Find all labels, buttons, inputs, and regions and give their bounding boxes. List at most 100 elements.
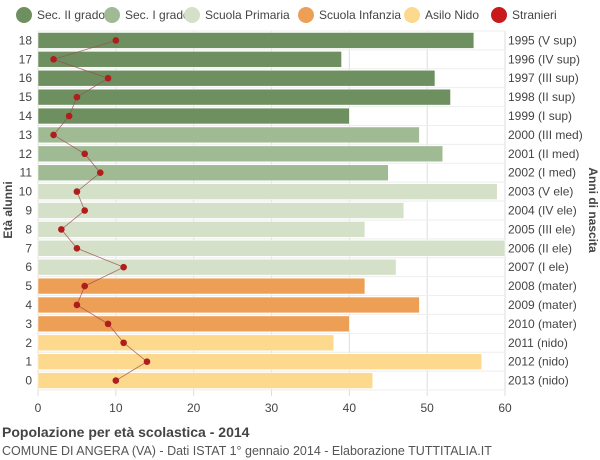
legend-label: Stranieri [512, 8, 557, 22]
legend-item: Scuola Primaria [184, 5, 290, 25]
age-tick-label: 7 [25, 241, 32, 255]
age-tick-label: 13 [19, 128, 33, 142]
y-axis-title: Età alunni [1, 181, 15, 238]
bar [37, 164, 389, 181]
age-tick-label: 15 [19, 90, 33, 104]
stranieri-point [81, 207, 88, 214]
age-tick-label: 10 [19, 185, 33, 199]
x-tick-label: 10 [109, 401, 123, 415]
legend-item: Stranieri [491, 5, 557, 25]
stranieri-point [112, 377, 120, 384]
legend-swatch [491, 7, 507, 23]
stranieri-point [81, 150, 88, 158]
stranieri-point [65, 112, 73, 120]
bar [37, 315, 350, 333]
bar [37, 258, 397, 276]
stranieri-point [81, 282, 88, 290]
birth-year-tick-labels: 1995 (V sup) 1996 (IV sup) 1997 (III sup) 1… [508, 33, 583, 387]
stranieri-point [120, 339, 127, 347]
birth-year-tick-label: 1996 (IV sup) [508, 52, 580, 66]
birth-year-tick-label: 2010 (mater) [508, 317, 577, 331]
age-tick-label: 18 [19, 33, 33, 47]
stranieri-point [112, 37, 120, 44]
age-tick-label: 8 [25, 222, 32, 236]
x-tick-labels: 0 10 20 30 40 50 60 [35, 401, 512, 415]
birth-year-tick-label: 2002 (I med) [508, 166, 576, 180]
bar [37, 296, 420, 314]
age-tick-label: 3 [25, 317, 32, 331]
bar [37, 145, 443, 163]
legend-swatch [104, 7, 120, 23]
bar [37, 88, 451, 106]
stranieri-point [104, 74, 112, 82]
x-tick-label: 20 [187, 401, 201, 415]
stranieri-point [96, 169, 104, 177]
birth-year-tick-label: 2009 (mater) [508, 298, 577, 312]
bar [37, 32, 475, 49]
legend-label: Asilo Nido [425, 8, 480, 22]
stranieri-point [73, 244, 81, 252]
footer-title: Popolazione per età scolastica - 2014 [2, 424, 250, 440]
bar [37, 126, 420, 144]
age-tick-label: 1 [25, 355, 32, 369]
birth-year-tick-label: 2011 (nido) [508, 336, 568, 350]
age-tick-label: 4 [25, 298, 32, 312]
age-tick-label: 11 [20, 166, 33, 180]
x-tick-label: 0 [35, 401, 42, 415]
age-tick-label: 6 [25, 260, 32, 274]
legend-label: Sec. I grado [125, 8, 190, 22]
legend-swatch [184, 7, 200, 23]
bar [37, 240, 506, 257]
bar [37, 334, 335, 351]
bar [37, 202, 405, 219]
stranieri-point [58, 226, 65, 233]
birth-year-tick-label: 1998 (II sup) [508, 90, 575, 104]
stranieri-point [120, 263, 127, 271]
stranieri-point [104, 320, 112, 328]
bar [37, 51, 342, 68]
bar [37, 221, 366, 238]
bar [37, 70, 436, 87]
legend-swatch [404, 7, 420, 23]
birth-year-tick-label: 1999 (I sup) [508, 109, 572, 123]
stranieri-point [50, 56, 57, 63]
birth-year-tick-label: 2005 (III ele) [508, 222, 575, 236]
birth-year-tick-label: 2006 (II ele) [508, 241, 572, 255]
age-tick-label: 2 [25, 336, 32, 350]
birth-year-tick-label: 2013 (nido) [508, 374, 569, 388]
age-tick-label: 5 [25, 279, 32, 293]
legend-label: Scuola Primaria [205, 8, 290, 22]
bar [37, 183, 498, 200]
age-tick-label: 14 [19, 109, 33, 123]
birth-year-tick-label: 1995 (V sup) [508, 33, 577, 47]
age-tick-label: 16 [19, 71, 33, 85]
birth-year-tick-label: 2003 (V ele) [508, 185, 573, 199]
bars [37, 32, 506, 389]
age-tick-label: 0 [25, 374, 32, 388]
x-tick-label: 40 [343, 401, 357, 415]
legend-label: Sec. II grado [37, 8, 106, 22]
stranieri-point [143, 358, 151, 365]
legend-swatch [298, 7, 314, 23]
stranieri-points [50, 37, 151, 384]
birth-year-tick-label: 2008 (mater) [508, 279, 577, 293]
birth-year-tick-label: 2004 (IV ele) [508, 204, 577, 218]
birth-year-tick-label: 2001 (II med) [508, 147, 579, 161]
age-tick-label: 9 [25, 204, 32, 218]
bar [37, 107, 350, 125]
bar [37, 353, 482, 370]
stranieri-point [50, 131, 57, 139]
legend-swatch [16, 7, 32, 23]
legend-item: Sec. I grado [104, 5, 190, 25]
stranieri-point [73, 301, 81, 309]
stranieri-point [73, 93, 81, 101]
birth-year-tick-label: 2000 (III med) [508, 128, 583, 142]
right-axis-title: Anni di nascita [586, 167, 600, 253]
legend-item: Asilo Nido [404, 5, 479, 25]
bar [37, 277, 366, 295]
legend-item: Sec. II grado [16, 5, 105, 25]
footer-subtitle: COMUNE DI ANGERA (VA) - Dati ISTAT 1° ge… [2, 444, 492, 458]
birth-year-tick-label: 1997 (III sup) [508, 71, 579, 85]
stranieri-point [73, 188, 81, 195]
